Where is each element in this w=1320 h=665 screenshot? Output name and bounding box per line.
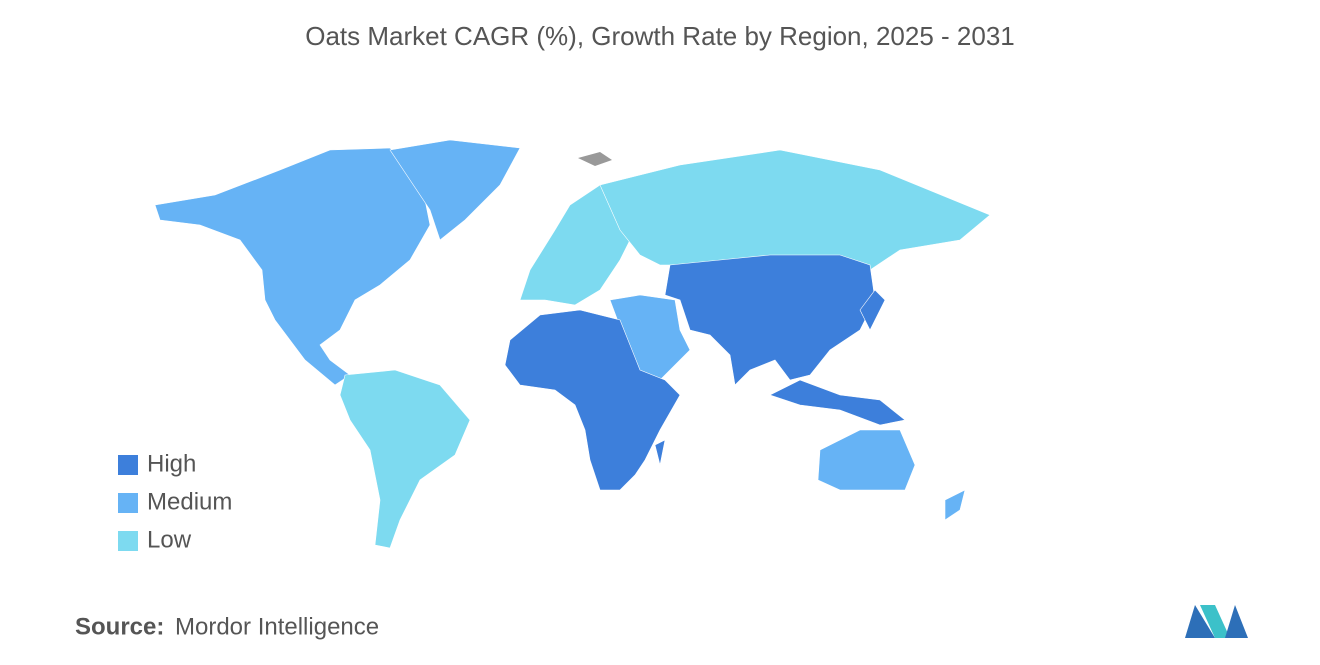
legend-label: High xyxy=(147,450,196,477)
legend-swatch xyxy=(118,531,138,551)
asia xyxy=(664,254,876,386)
logo xyxy=(1185,605,1248,638)
russia xyxy=(599,149,991,271)
africa xyxy=(504,309,681,491)
svalbard xyxy=(578,152,612,166)
legend-swatch xyxy=(118,455,138,475)
japan xyxy=(859,289,886,331)
south-america xyxy=(339,369,471,549)
north-america xyxy=(154,147,431,386)
new-zealand xyxy=(944,489,966,521)
legend-label: Low xyxy=(147,526,192,553)
title: Oats Market CAGR (%), Growth Rate by Reg… xyxy=(305,21,1015,51)
legend: High Medium Low xyxy=(118,450,232,553)
legend-swatch xyxy=(118,493,138,513)
source-label: Source: xyxy=(75,613,164,640)
australia xyxy=(817,429,916,491)
greenland xyxy=(389,139,521,241)
legend-label: Medium xyxy=(147,488,232,515)
madagascar xyxy=(654,439,666,466)
southeast-asia xyxy=(769,379,906,426)
world-map xyxy=(154,139,991,549)
source-text: Mordor Intelligence xyxy=(175,613,379,640)
